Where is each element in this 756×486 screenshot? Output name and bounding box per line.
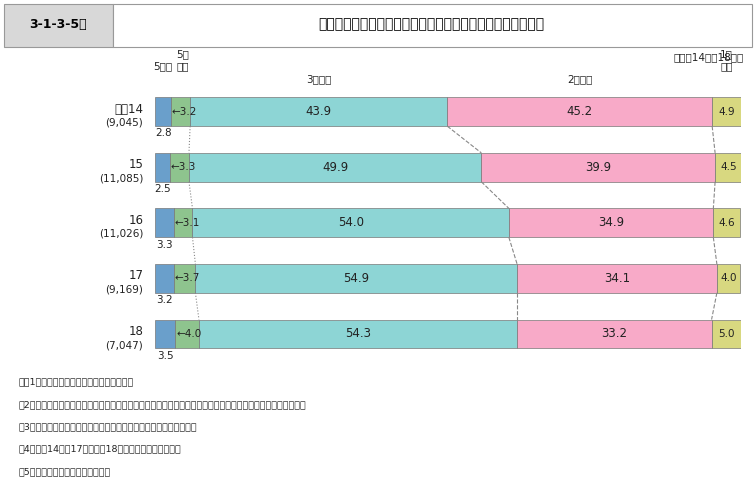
- Text: 5.0: 5.0: [718, 329, 735, 339]
- Bar: [711, 319, 741, 348]
- Text: (7,047): (7,047): [106, 340, 144, 350]
- Text: 54.3: 54.3: [345, 328, 371, 341]
- Bar: [155, 208, 175, 237]
- Bar: [715, 153, 742, 182]
- Text: 通常第一審被告人通訳事件の有罪人員の刺期別構成比の推移: 通常第一審被告人通訳事件の有罪人員の刺期別構成比の推移: [318, 17, 544, 32]
- Text: 4.6: 4.6: [718, 218, 735, 228]
- Text: 17: 17: [129, 269, 144, 282]
- Text: 15: 15: [129, 158, 144, 171]
- Text: 平成14: 平成14: [114, 103, 144, 116]
- Text: 1年
未満: 1年 未満: [720, 49, 733, 70]
- Text: 5年
以下: 5年 以下: [176, 49, 189, 70]
- Text: (11,085): (11,085): [99, 174, 144, 183]
- Text: (11,026): (11,026): [99, 229, 144, 239]
- Text: 3.5: 3.5: [157, 350, 174, 361]
- Text: 4.0: 4.0: [720, 274, 737, 283]
- Bar: [517, 264, 717, 293]
- Bar: [189, 153, 482, 182]
- Bar: [155, 153, 169, 182]
- Text: 3　地方裁判所及び簡易裁判所の通常第一審における人員である。: 3 地方裁判所及び簡易裁判所の通常第一審における人員である。: [19, 422, 197, 431]
- Text: 54.9: 54.9: [343, 272, 369, 285]
- Bar: [174, 264, 195, 293]
- Text: 2.8: 2.8: [155, 128, 172, 139]
- Bar: [175, 208, 193, 237]
- Bar: [517, 319, 711, 348]
- Text: 2.5: 2.5: [154, 184, 171, 194]
- Text: 5年超: 5年超: [153, 61, 172, 70]
- Bar: [175, 319, 199, 348]
- Text: 43.9: 43.9: [305, 105, 332, 118]
- Bar: [113, 4, 752, 47]
- Bar: [155, 264, 174, 293]
- Text: 16: 16: [129, 213, 144, 226]
- Text: 33.2: 33.2: [601, 328, 627, 341]
- Bar: [4, 4, 113, 47]
- Bar: [155, 319, 175, 348]
- Text: （平成14年～18年）: （平成14年～18年）: [674, 52, 744, 62]
- Text: 3年以下: 3年以下: [306, 74, 331, 85]
- Text: ←3.7: ←3.7: [175, 274, 200, 283]
- Text: 2　「被告人通訳事件」とは，外国人が被告人となった事件で，被告人に通訳・翻訳人が付いたものをいう。: 2 「被告人通訳事件」とは，外国人が被告人となった事件で，被告人に通訳・翻訳人が…: [19, 400, 306, 409]
- Text: 5　（　）内は，実人員である。: 5 （ ）内は，実人員である。: [19, 467, 111, 476]
- Text: 34.9: 34.9: [598, 216, 624, 229]
- Text: ←4.0: ←4.0: [176, 329, 201, 339]
- Bar: [193, 208, 509, 237]
- Text: 4.9: 4.9: [718, 107, 735, 117]
- Text: 49.9: 49.9: [322, 161, 349, 174]
- Bar: [155, 97, 172, 126]
- Text: 3.3: 3.3: [156, 240, 173, 249]
- Text: 注　1　最高裁判所事務総局の資料による。: 注 1 最高裁判所事務総局の資料による。: [19, 378, 134, 386]
- Text: 2年未満: 2年未満: [567, 74, 593, 85]
- Text: 4.5: 4.5: [720, 162, 736, 173]
- Bar: [509, 208, 714, 237]
- Text: 34.1: 34.1: [604, 272, 630, 285]
- Text: 54.0: 54.0: [338, 216, 364, 229]
- Bar: [190, 97, 448, 126]
- Text: 45.2: 45.2: [567, 105, 593, 118]
- Text: (9,169): (9,169): [105, 284, 144, 295]
- Bar: [717, 264, 740, 293]
- Bar: [169, 153, 189, 182]
- Bar: [199, 319, 517, 348]
- Text: 3-1-3-5図: 3-1-3-5図: [29, 18, 87, 31]
- Bar: [448, 97, 712, 126]
- Text: ←3.1: ←3.1: [175, 218, 200, 228]
- Bar: [714, 208, 740, 237]
- Text: ←3.2: ←3.2: [172, 107, 197, 117]
- Bar: [172, 97, 190, 126]
- Text: (9,045): (9,045): [106, 118, 144, 128]
- Text: 3.2: 3.2: [156, 295, 172, 305]
- Bar: [195, 264, 517, 293]
- Text: 39.9: 39.9: [585, 161, 612, 174]
- Text: 18: 18: [129, 325, 144, 338]
- Text: ←3.3: ←3.3: [170, 162, 196, 173]
- Bar: [712, 97, 741, 126]
- Text: 4　平成14年，17年及び再18年の死刑各１人を除く。: 4 平成14年，17年及び再18年の死刑各１人を除く。: [19, 445, 181, 453]
- Bar: [482, 153, 715, 182]
